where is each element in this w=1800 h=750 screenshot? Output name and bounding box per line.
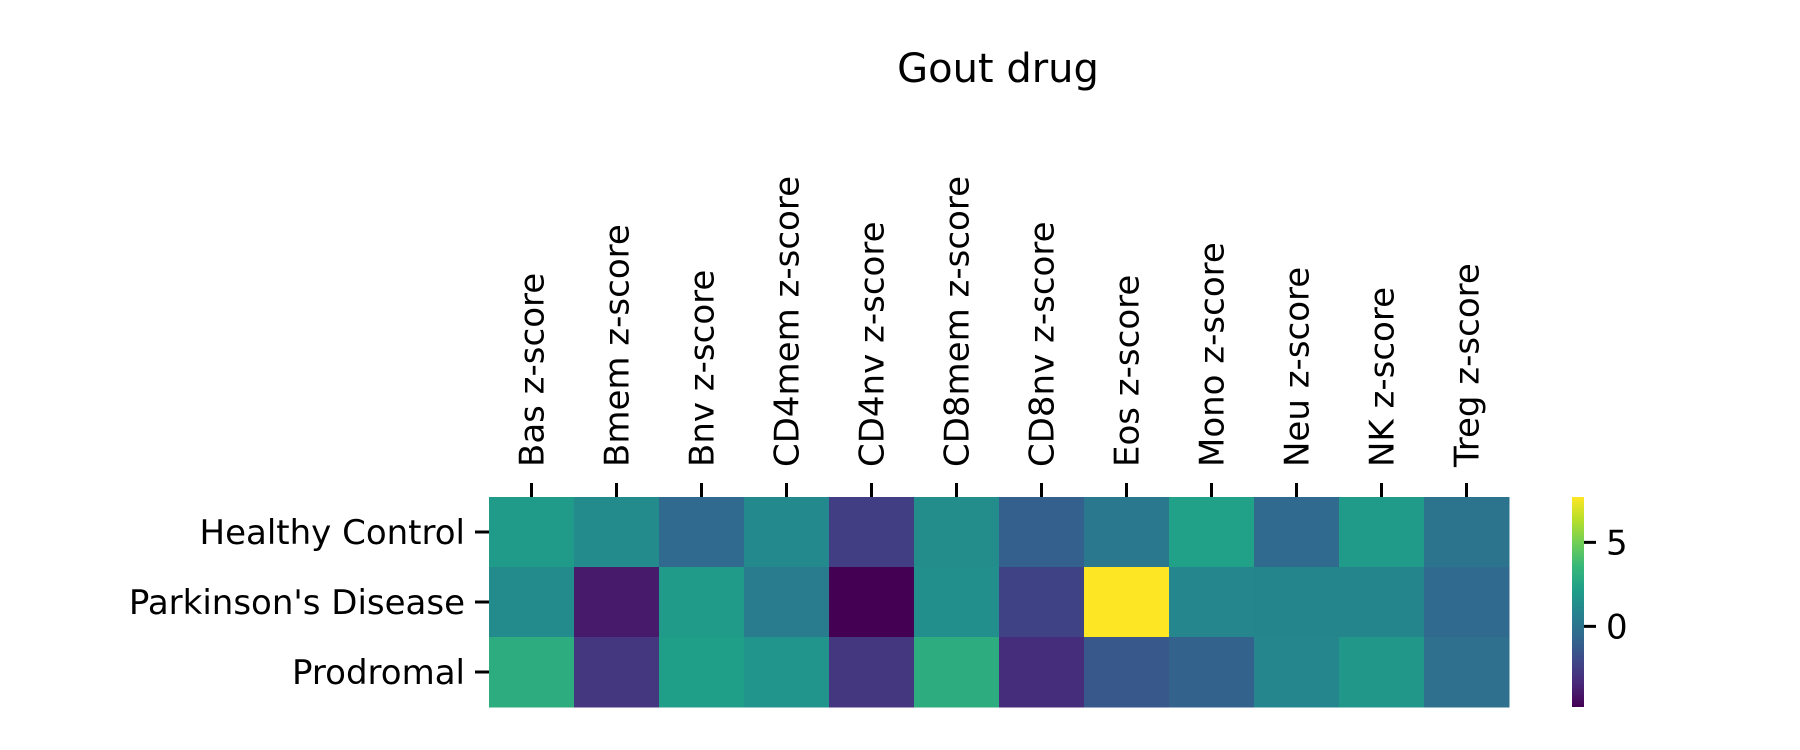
- colorbar-tick-label: 0: [1606, 607, 1628, 647]
- heatmap-cell: [1084, 497, 1170, 568]
- heatmap-cell: [1169, 497, 1255, 568]
- heatmap-cell: [914, 637, 1000, 708]
- heatmap-cell: [1339, 637, 1425, 708]
- heatmap-cell: [574, 497, 660, 568]
- heatmap-cell: [659, 497, 745, 568]
- heatmap-cell: [1339, 497, 1425, 568]
- column-label: Bas z-score: [513, 273, 553, 467]
- heatmap-cell: [1084, 567, 1170, 638]
- heatmap-cell: [1169, 637, 1255, 708]
- heatmap-cell: [914, 567, 1000, 638]
- heatmap-cell: [914, 497, 1000, 568]
- row-label: Prodromal: [292, 653, 465, 693]
- heatmap-cell: [574, 567, 660, 638]
- column-label: Mono z-score: [1193, 242, 1233, 467]
- heatmap-cell: [744, 637, 830, 708]
- row-label: Parkinson's Disease: [129, 583, 465, 623]
- heatmap-cell: [999, 567, 1085, 638]
- column-label: CD8mem z-score: [938, 176, 978, 467]
- heatmap-cell: [1424, 497, 1510, 568]
- column-ticks: Bas z-score Bmem z-score Bnv z-score CD4mem…: [513, 176, 1488, 497]
- row-label: Healthy Control: [200, 513, 465, 553]
- heatmap-cell: [489, 567, 575, 638]
- heatmap-cell: [1254, 497, 1340, 568]
- column-label: NK z-score: [1363, 287, 1403, 467]
- column-label: Eos z-score: [1108, 275, 1148, 467]
- heatmap-cell: [1254, 567, 1340, 638]
- heatmap-cell: [744, 497, 830, 568]
- heatmap-cell: [1169, 567, 1255, 638]
- column-label: Bnv z-score: [683, 270, 723, 467]
- column-label: CD4mem z-score: [768, 176, 808, 467]
- column-label: CD8nv z-score: [1023, 221, 1063, 467]
- column-label: Bmem z-score: [598, 224, 638, 467]
- colorbar: [1572, 497, 1584, 707]
- heatmap-cell: [574, 637, 660, 708]
- column-label: Neu z-score: [1278, 267, 1318, 467]
- heatmap-cell: [489, 497, 575, 568]
- column-label: Treg z-score: [1448, 263, 1488, 468]
- heatmap-cell: [999, 497, 1085, 568]
- heatmap-cell: [1339, 567, 1425, 638]
- heatmap-cell: [1084, 637, 1170, 708]
- heatmap-cell: [829, 497, 915, 568]
- heatmap-cell: [1254, 637, 1340, 708]
- heatmap-cell: [999, 637, 1085, 708]
- heatmap-cell: [659, 567, 745, 638]
- heatmap-cells: [489, 497, 1510, 708]
- heatmap-cell: [659, 637, 745, 708]
- colorbar-ticks: 50: [1584, 523, 1628, 647]
- heatmap-cell: [489, 637, 575, 708]
- chart-title: Gout drug: [897, 46, 1099, 92]
- heatmap-cell: [744, 567, 830, 638]
- heatmap-cell: [829, 637, 915, 708]
- heatmap-cell: [829, 567, 915, 638]
- column-label: CD4nv z-score: [853, 221, 893, 467]
- heatmap-cell: [1424, 637, 1510, 708]
- heatmap-cell: [1424, 567, 1510, 638]
- colorbar-tick-label: 5: [1606, 523, 1628, 563]
- row-ticks: Healthy Control Parkinson's Disease Prodro…: [129, 513, 489, 693]
